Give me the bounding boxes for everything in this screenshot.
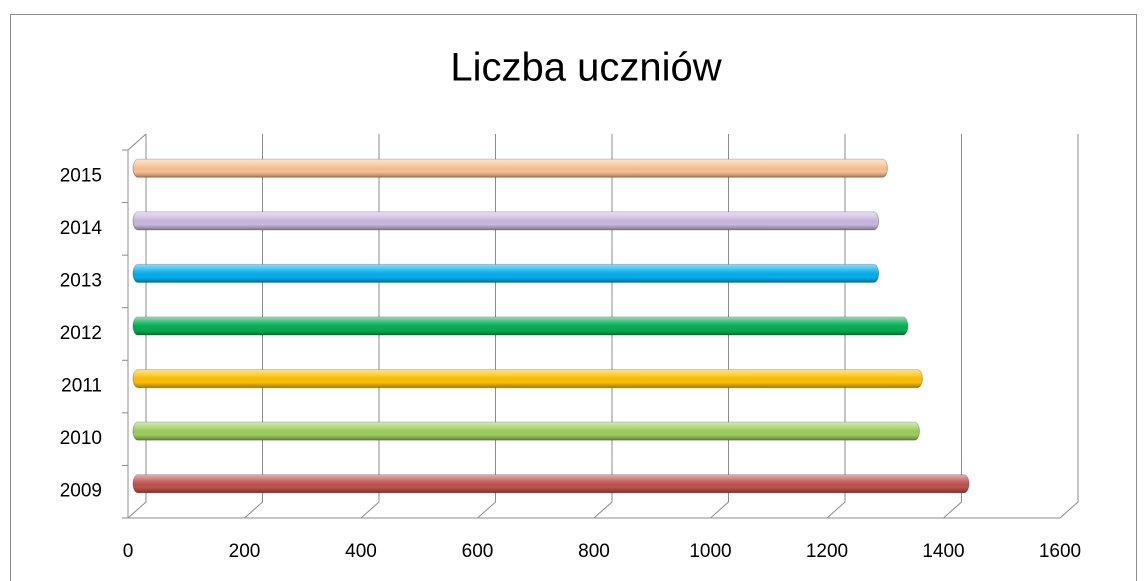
grid-line bbox=[593, 134, 613, 519]
x-tick-label: 1200 bbox=[806, 541, 848, 562]
x-tick-label: 0 bbox=[123, 541, 134, 562]
chart-frame bbox=[10, 14, 1137, 581]
x-tick-label: 600 bbox=[462, 541, 494, 562]
x-tick-label: 1000 bbox=[689, 541, 731, 562]
grid-line bbox=[943, 134, 962, 519]
bar-shine bbox=[133, 474, 969, 493]
grid-line bbox=[1059, 134, 1079, 519]
x-tick-label: 1400 bbox=[922, 541, 964, 562]
bar-shine bbox=[133, 369, 923, 388]
grid-line bbox=[244, 134, 263, 519]
chart-title: Liczba uczniów bbox=[450, 46, 721, 90]
x-tick-label: 400 bbox=[345, 541, 377, 562]
bar-shine bbox=[133, 317, 908, 335]
y-tick-label: 2012 bbox=[60, 323, 102, 344]
y-tick-label: 2014 bbox=[60, 218, 103, 239]
grid-line bbox=[127, 134, 147, 519]
x-tick-label: 1600 bbox=[1039, 541, 1081, 562]
grid-line bbox=[360, 134, 380, 519]
y-tick-label: 2009 bbox=[60, 481, 102, 502]
bar-shine bbox=[133, 159, 888, 178]
grid-line bbox=[826, 134, 846, 519]
x-tick-label: 200 bbox=[229, 541, 261, 562]
y-tick-label: 2010 bbox=[60, 428, 102, 449]
bar-shine bbox=[133, 211, 879, 230]
x-tick-label: 800 bbox=[578, 541, 610, 562]
grid-line bbox=[710, 134, 729, 519]
bar-shine bbox=[133, 422, 920, 441]
grid-line bbox=[477, 134, 496, 519]
bar-shine bbox=[133, 264, 879, 283]
y-tick-label: 2011 bbox=[61, 376, 102, 397]
y-tick-label: 2015 bbox=[60, 165, 102, 186]
y-tick-label: 2013 bbox=[60, 270, 102, 291]
